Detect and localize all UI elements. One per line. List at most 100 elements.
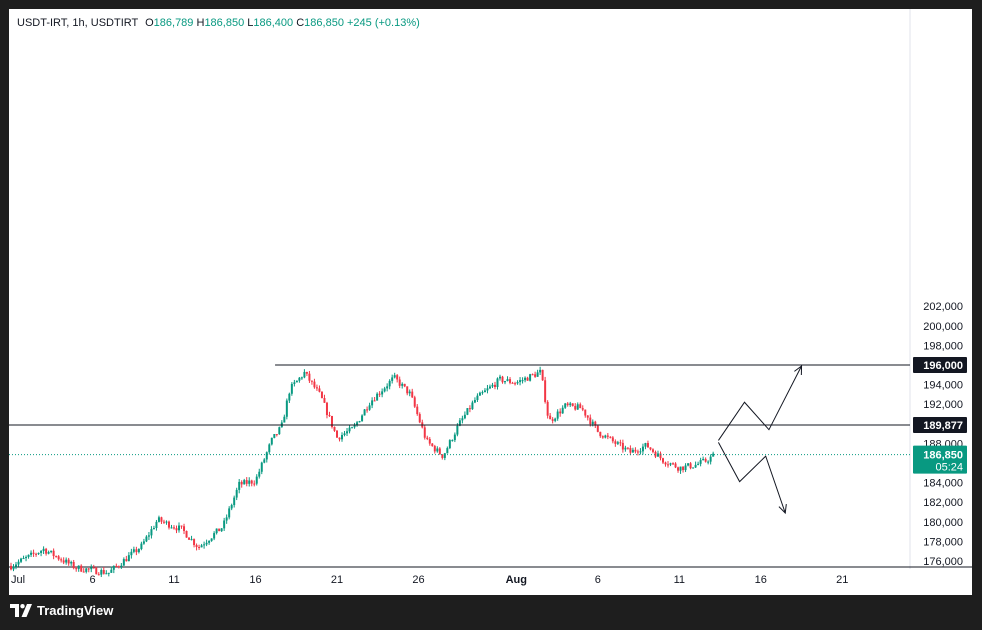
price-chart[interactable]: 176,000178,000180,000182,000184,000188,0… xyxy=(9,9,972,595)
candle-body xyxy=(631,449,634,453)
time-tick-label: 16 xyxy=(249,574,261,586)
candle-body xyxy=(361,415,364,422)
candle-body xyxy=(82,571,85,573)
level-badge[interactable] xyxy=(913,417,967,434)
candle-body xyxy=(107,572,110,574)
candle-body xyxy=(320,391,323,399)
candle-body xyxy=(47,552,50,554)
candle-body xyxy=(694,464,697,468)
candle-body xyxy=(341,435,344,440)
candle-body xyxy=(195,545,198,548)
candle-body xyxy=(649,447,652,450)
candle-body xyxy=(313,381,316,388)
candle-body xyxy=(228,508,231,518)
candle-body xyxy=(213,533,216,539)
candle-body xyxy=(120,565,123,567)
candle-body xyxy=(178,525,181,531)
candle-body xyxy=(351,427,354,429)
candle-body xyxy=(190,539,193,541)
level-badge-label: 189,877 xyxy=(923,420,963,432)
candle-body xyxy=(448,440,451,449)
open-value: 186,789 xyxy=(153,17,194,29)
candle-body xyxy=(152,528,155,530)
bullish-projection-arrow[interactable] xyxy=(718,365,802,441)
candle-body xyxy=(80,565,83,572)
time-axis[interactable]: Jul 6 11 16 21 26 Aug 6 11 16 21 xyxy=(11,574,848,586)
candle-body xyxy=(72,561,75,569)
candle-body xyxy=(230,505,233,509)
current-price-badge[interactable] xyxy=(913,445,967,474)
candle-body xyxy=(12,566,15,570)
candle-body xyxy=(699,460,702,464)
current-price-label: 186,850 xyxy=(923,450,963,462)
candle-body xyxy=(561,407,564,414)
candle-body xyxy=(468,408,471,410)
time-tick-label: 6 xyxy=(89,574,95,586)
candle-body xyxy=(441,454,444,458)
price-tick-label: 200,000 xyxy=(923,321,963,333)
candle-body xyxy=(566,403,569,406)
candle-body xyxy=(569,403,572,406)
candle-body xyxy=(576,404,579,410)
price-axis[interactable]: 176,000178,000180,000182,000184,000188,0… xyxy=(913,301,967,568)
candle-body xyxy=(288,393,291,401)
candle-body xyxy=(75,568,78,570)
candle-body xyxy=(549,415,552,420)
candle-body xyxy=(707,461,710,463)
candle-body xyxy=(506,379,509,382)
candle-body xyxy=(486,388,489,391)
candle-body xyxy=(544,380,547,402)
candle-body xyxy=(255,476,258,484)
bearish-projection-arrow[interactable] xyxy=(717,442,786,514)
candle-body xyxy=(275,434,278,436)
candle-body xyxy=(476,395,479,401)
candle-body xyxy=(689,463,692,469)
candle-body xyxy=(461,418,464,421)
candle-body xyxy=(451,440,454,442)
candle-body xyxy=(406,386,409,394)
candle-body xyxy=(586,415,589,418)
candle-body xyxy=(481,392,484,394)
symbol-legend: USDT-IRT, 1h, USDTIRT O186,789 H186,850 … xyxy=(17,17,420,29)
candle-body xyxy=(112,565,115,570)
candle-body xyxy=(20,558,23,562)
candle-body xyxy=(584,409,587,416)
price-tick-label: 180,000 xyxy=(923,517,963,529)
candle-body xyxy=(323,398,326,403)
candle-body xyxy=(493,384,496,387)
close-label: C xyxy=(296,17,305,29)
candle-body xyxy=(366,409,369,411)
candle-body xyxy=(333,426,336,431)
level-badge-label: 196,000 xyxy=(923,360,963,372)
candle-body xyxy=(295,380,298,383)
candle-body xyxy=(30,552,33,555)
candle-body xyxy=(142,541,145,544)
candle-body xyxy=(318,388,321,392)
level-badge[interactable] xyxy=(913,357,967,373)
candle-body xyxy=(453,434,456,441)
candle-body xyxy=(428,438,431,444)
candle-body xyxy=(529,374,532,381)
candle-body xyxy=(356,422,359,426)
candle-body xyxy=(328,415,331,417)
candle-body xyxy=(519,380,522,383)
candle-body xyxy=(396,375,399,380)
chart-frame[interactable]: 176,000 178,000 180,000 182,000 184,000 188,0… xyxy=(9,9,972,595)
tradingview-brand[interactable]: TradingView xyxy=(10,603,113,618)
candle-body xyxy=(684,465,687,471)
candle-body xyxy=(371,400,374,406)
candle-body xyxy=(70,561,73,564)
candle-body xyxy=(386,386,389,389)
candle-body xyxy=(458,420,461,426)
open-label: O xyxy=(145,17,154,29)
candle-body xyxy=(473,400,476,403)
candle-body xyxy=(250,480,253,484)
candle-body xyxy=(270,437,273,445)
candle-body xyxy=(137,549,140,553)
candle-body xyxy=(218,528,221,532)
candle-body xyxy=(185,530,188,538)
candle-body xyxy=(471,402,474,410)
symbol-title[interactable]: USDT-IRT, 1h, USDTIRT xyxy=(17,17,139,29)
candle-body xyxy=(383,388,386,392)
candle-body xyxy=(303,371,306,378)
